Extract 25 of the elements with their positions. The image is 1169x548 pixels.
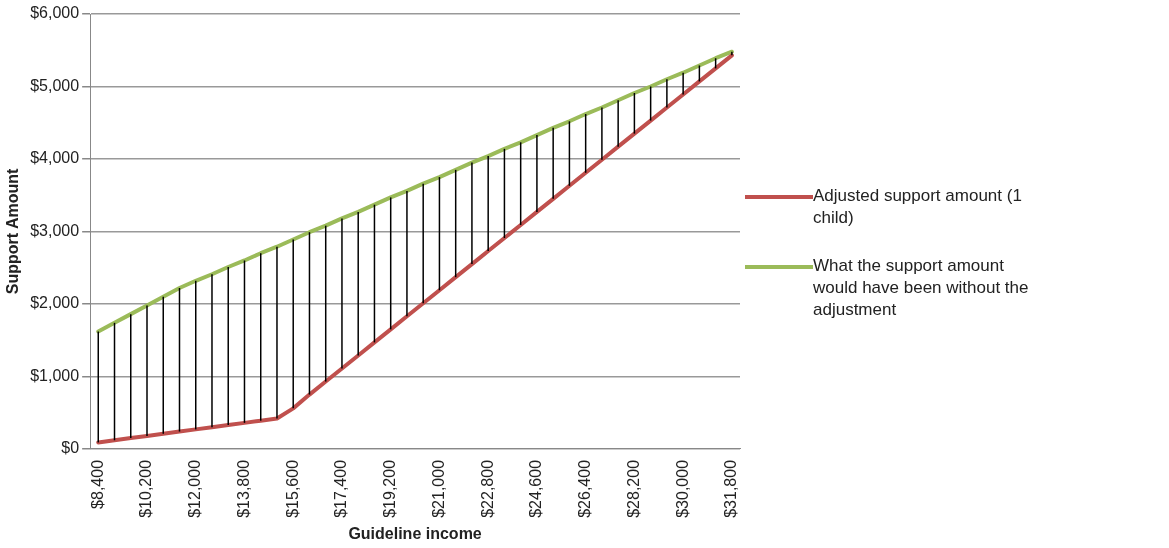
legend-label: Adjusted support amount (1 child) — [813, 185, 1023, 229]
y-tick-label: $6,000 — [30, 4, 80, 22]
y-tick-label: $2,000 — [30, 294, 80, 312]
y-tick-label: $1,000 — [30, 366, 80, 384]
y-tick-label: $0 — [61, 439, 80, 457]
x-tick-label: $24,600 — [527, 459, 545, 518]
x-tick-label: $30,000 — [673, 459, 691, 518]
x-tick-label: $10,200 — [137, 459, 155, 518]
x-tick-label: $13,800 — [234, 459, 252, 518]
x-tick-label: $17,400 — [332, 459, 350, 518]
y-tick-label: $5,000 — [30, 76, 80, 94]
y-tick-label: $4,000 — [30, 149, 80, 167]
legend-label: What the support amount would have been without the adjustment — [813, 255, 1030, 321]
x-tick-label: $26,400 — [576, 459, 594, 518]
x-tick-label: $15,600 — [283, 459, 301, 518]
x-axis-title: Guideline income — [348, 524, 482, 542]
x-tick-label: $22,800 — [478, 459, 496, 518]
x-tick-label: $31,800 — [722, 459, 740, 518]
y-axis-title: Support Amount — [4, 168, 22, 295]
x-tick-label: $21,000 — [429, 459, 447, 518]
x-tick-label: $28,200 — [624, 459, 642, 518]
x-tick-label: $19,200 — [381, 459, 399, 518]
y-tick-label: $3,000 — [30, 221, 80, 239]
x-tick-label: $8,400 — [88, 459, 106, 509]
x-tick-label: $12,000 — [186, 459, 204, 518]
